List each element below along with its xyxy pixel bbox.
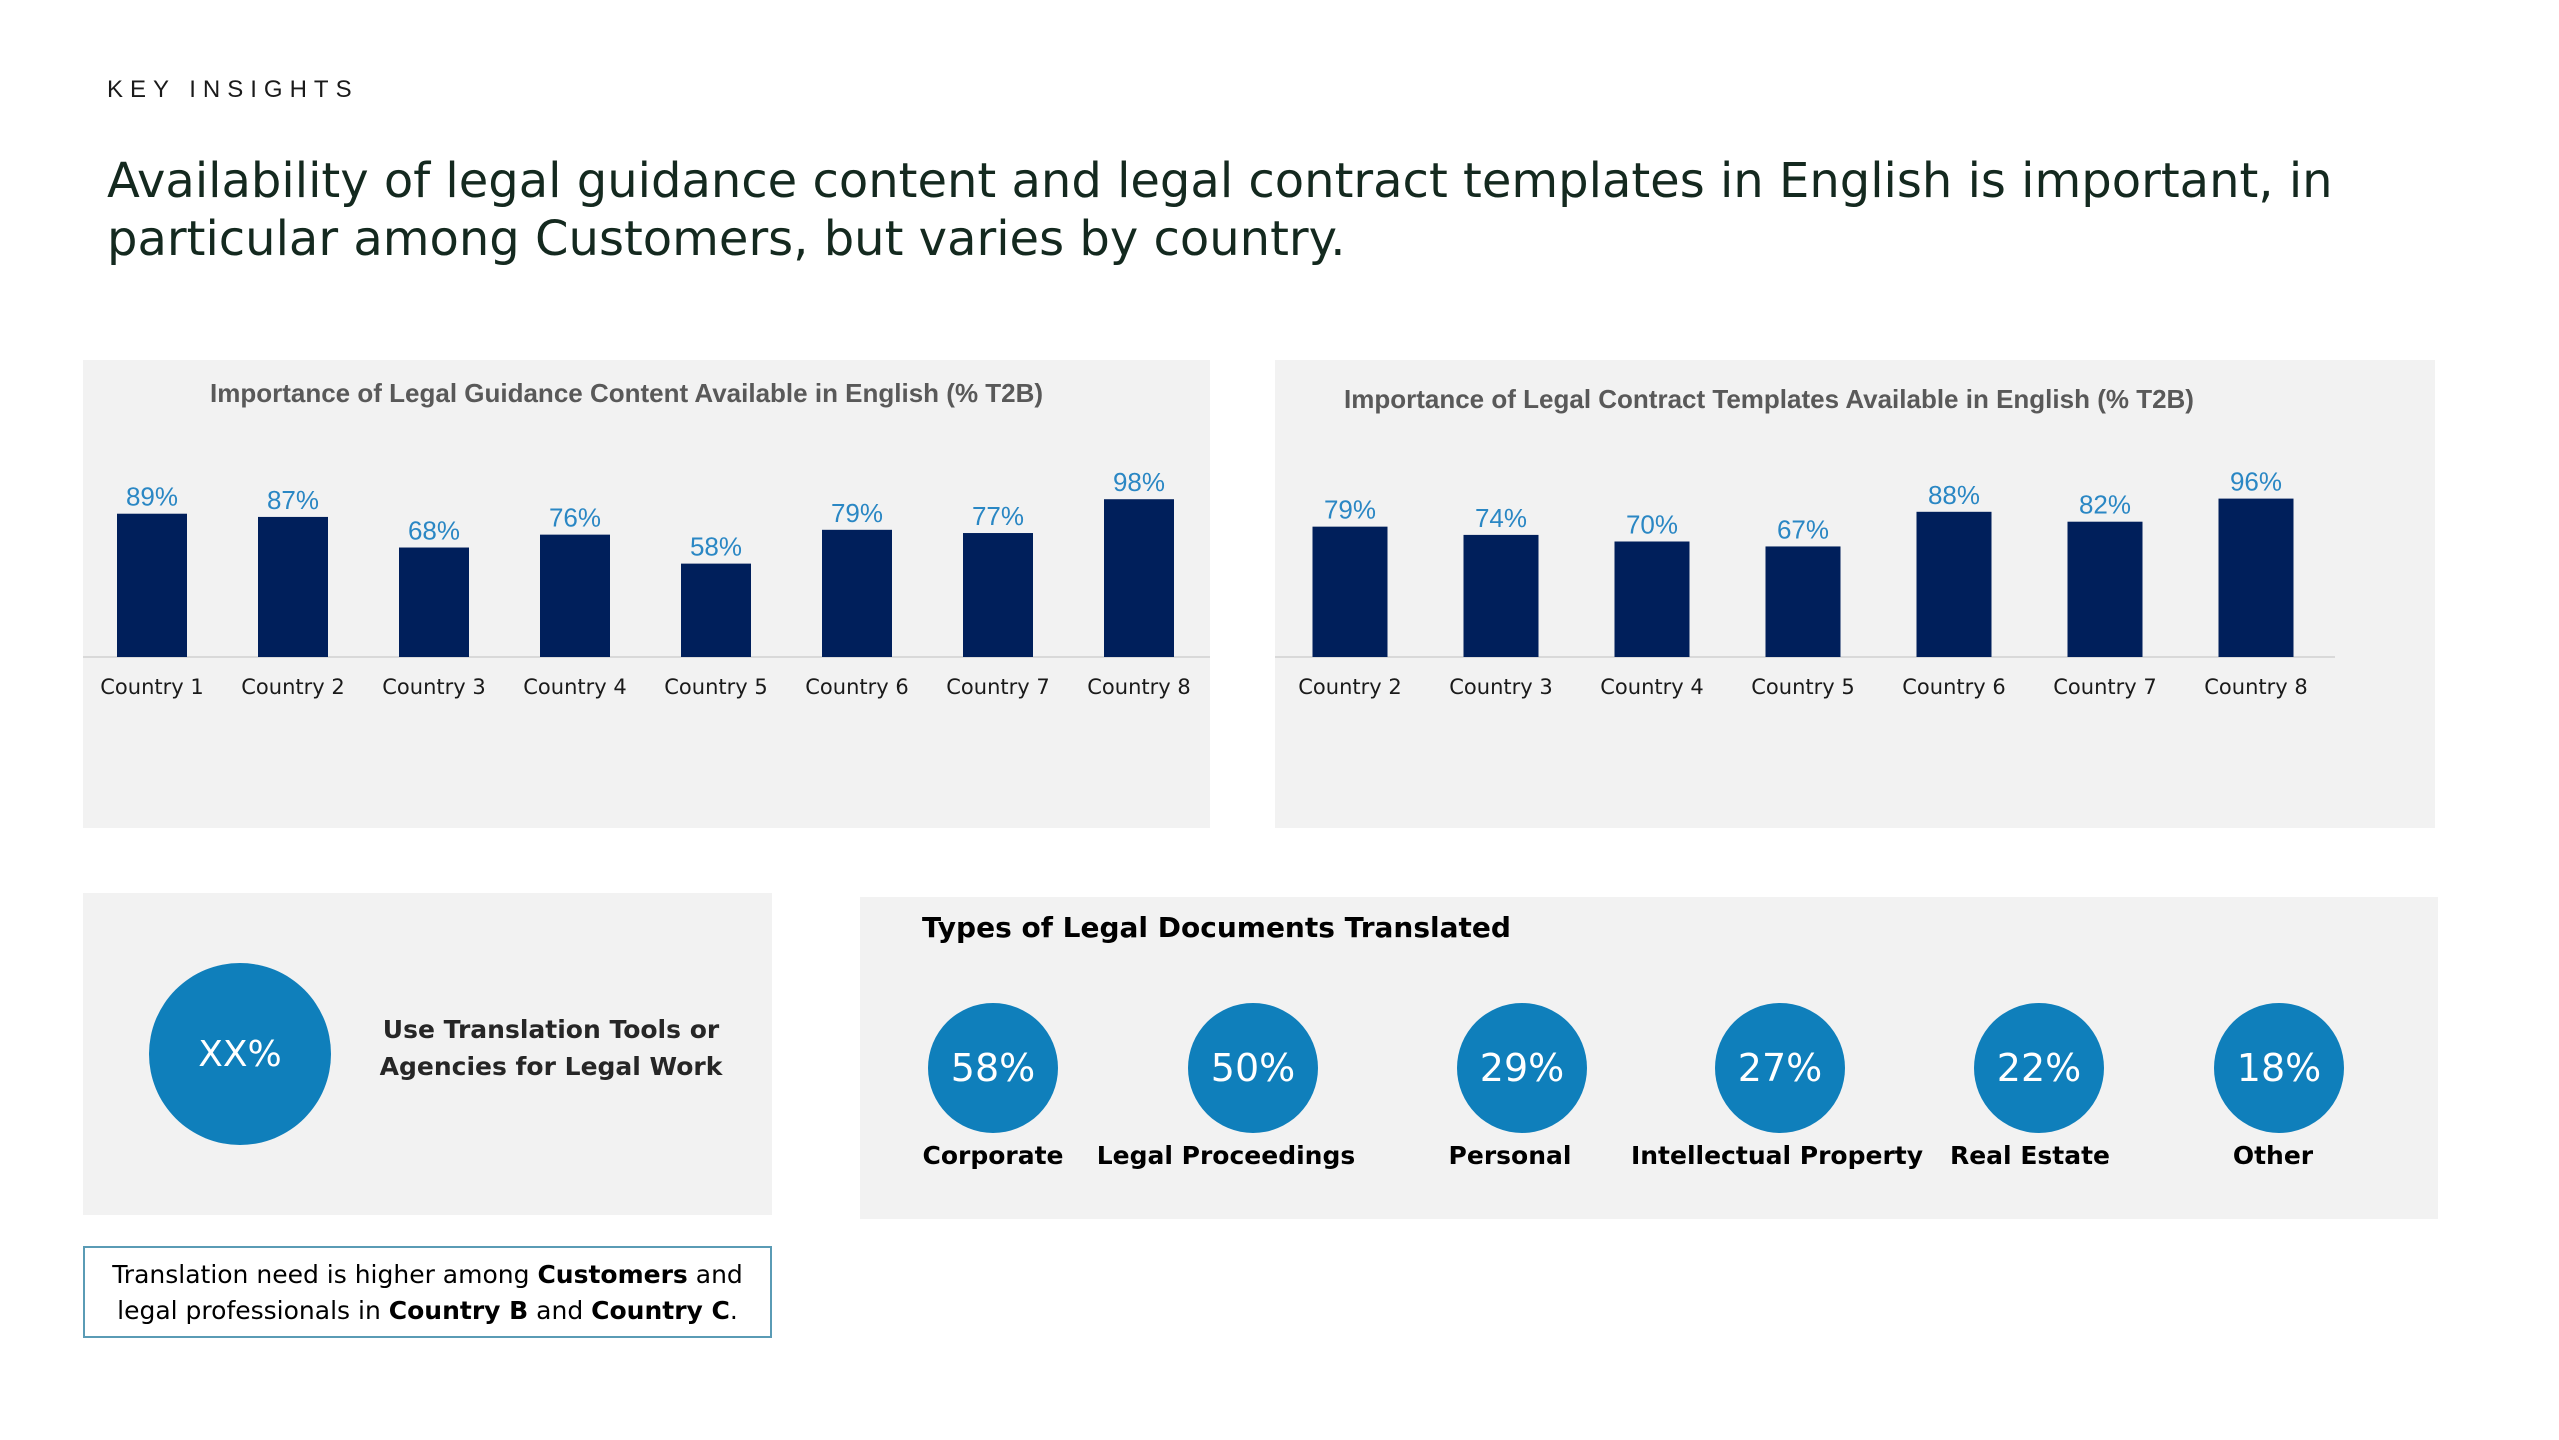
data-label: 76% <box>549 503 601 533</box>
bar-country-2 <box>1312 526 1388 657</box>
data-label: 96% <box>2230 467 2282 497</box>
bar-country-6 <box>822 529 892 657</box>
bar-country-4 <box>1614 541 1690 657</box>
x-tick-label: Country 7 <box>2053 675 2156 699</box>
x-tick-label: Country 8 <box>2204 675 2307 699</box>
guidance-chart: 89% Country 1 87% Country 2 68% Country 3 76% C… <box>83 467 1210 699</box>
x-tick-label: Country 3 <box>1449 675 1552 699</box>
data-label: 74% <box>1475 503 1527 533</box>
chart-title: Importance of Legal Guidance Content Ava… <box>210 378 1044 408</box>
data-label: 82% <box>2079 490 2131 520</box>
translation-tools-circle: XX% <box>149 963 331 1145</box>
doc-type-label-real-estate: Real Estate <box>1949 1141 2111 1170</box>
x-tick-label: Country 7 <box>946 675 1049 699</box>
x-tick-label: Country 4 <box>1600 675 1703 699</box>
x-tick-label: Country 6 <box>1902 675 2005 699</box>
data-label: 88% <box>1928 480 1980 510</box>
data-label: 58% <box>690 532 742 562</box>
doc-type-label-corporate: Corporate <box>922 1141 1064 1170</box>
bar-country-4 <box>540 534 610 657</box>
document-types-panel: Types of Legal Documents Translated 58% … <box>860 897 2438 1219</box>
bar-country-3 <box>1463 534 1539 657</box>
document-types-title: Types of Legal Documents Translated <box>922 911 1511 944</box>
x-tick-label: Country 5 <box>1751 675 1854 699</box>
data-label: 77% <box>972 501 1024 531</box>
translation-tools-label: Use Translation Tools or Agencies for Le… <box>379 1015 723 1081</box>
x-tick-label: Country 8 <box>1087 675 1190 699</box>
x-tick-label: Country 1 <box>100 675 203 699</box>
note-text: . <box>729 1296 738 1325</box>
bar-country-7 <box>963 533 1033 657</box>
doc-type-circle-intellectual-property: 27% <box>1715 1003 1845 1133</box>
bar-country-6 <box>1916 511 1992 657</box>
doc-type-circle-personal: 29% <box>1457 1003 1587 1133</box>
templates-chart: 79% Country 2 74% Country 3 70% Country 4 67% C… <box>1275 467 2335 699</box>
doc-type-circle-corporate: 58% <box>928 1003 1058 1133</box>
doc-type-label-other: Other <box>2232 1141 2314 1170</box>
chart-title: Importance of Legal Contract Templates A… <box>1344 384 2194 414</box>
note-text: and <box>528 1296 592 1325</box>
page-title: Availability of legal guidance content a… <box>107 153 2333 267</box>
templates-chart-panel: Importance of Legal Contract Templates A… <box>1275 360 2435 828</box>
bar-country-8 <box>1104 499 1174 657</box>
x-tick-label: Country 2 <box>241 675 344 699</box>
translation-note: Translation need is higher among Custome… <box>83 1246 772 1338</box>
x-tick-label: Country 2 <box>1298 675 1401 699</box>
x-tick-label: Country 4 <box>523 675 626 699</box>
note-emphasis-country-c: Country C <box>591 1296 730 1325</box>
data-label: 79% <box>1324 495 1376 525</box>
bar-country-2 <box>258 516 328 657</box>
data-label: 89% <box>126 482 178 512</box>
data-label: 70% <box>1626 510 1678 540</box>
eyebrow: KEY INSIGHTS <box>107 76 359 103</box>
bar-country-5 <box>1765 546 1841 657</box>
data-label: 68% <box>408 516 460 546</box>
note-text: and legal professionals in <box>117 1260 743 1325</box>
note-emphasis-customers: Customers <box>537 1260 688 1289</box>
x-tick-label: Country 5 <box>664 675 767 699</box>
translation-tools-panel: XX% Use Translation Tools or Agencies fo… <box>83 893 772 1215</box>
guidance-chart-panel: Importance of Legal Guidance Content Ava… <box>83 360 1210 828</box>
bar-country-7 <box>2067 521 2143 657</box>
note-text: Translation need is higher among <box>112 1260 538 1289</box>
bar-country-8 <box>2218 498 2294 657</box>
doc-type-label-intellectual-property: Intellectual Property <box>1630 1141 1924 1170</box>
data-label: 87% <box>267 485 319 515</box>
doc-type-circle-legal-proceedings: 50% <box>1188 1003 1318 1133</box>
bar-country-3 <box>399 547 469 657</box>
data-label: 98% <box>1113 467 1165 497</box>
note-emphasis-country-b: Country B <box>388 1296 529 1325</box>
doc-type-label-legal-proceedings: Legal Proceedings <box>1096 1141 1356 1170</box>
data-label: 79% <box>831 498 883 528</box>
data-label: 67% <box>1777 514 1829 544</box>
bar-country-5 <box>681 563 751 657</box>
x-tick-label: Country 3 <box>382 675 485 699</box>
doc-type-circle-real-estate: 22% <box>1974 1003 2104 1133</box>
doc-type-label-personal: Personal <box>1448 1141 1572 1170</box>
bar-country-1 <box>117 513 187 657</box>
doc-type-circle-other: 18% <box>2214 1003 2344 1133</box>
x-tick-label: Country 6 <box>805 675 908 699</box>
